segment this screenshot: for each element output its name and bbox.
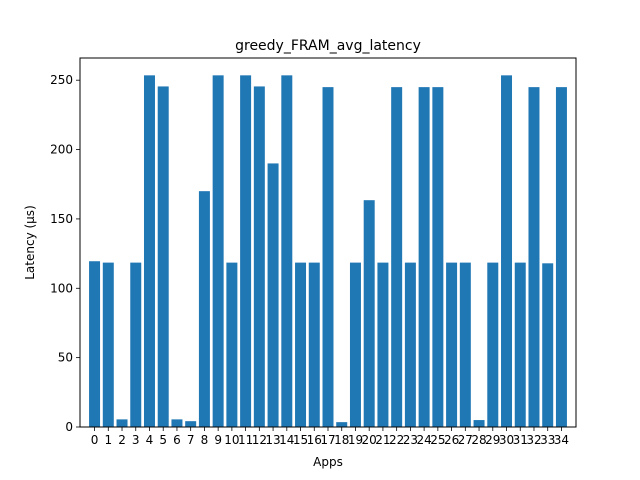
bar-app-22	[391, 87, 403, 427]
x-tick-label: 2	[118, 433, 126, 447]
x-tick-label: 6	[173, 433, 181, 447]
bar-app-3	[130, 262, 142, 427]
y-tick-label: 0	[65, 420, 73, 434]
bar-app-34	[555, 87, 567, 427]
x-tick-label: 12	[252, 433, 267, 447]
bar-app-13	[267, 163, 279, 427]
bar-app-31	[514, 262, 526, 427]
bar-app-18	[336, 422, 348, 427]
y-tick-label: 100	[50, 281, 73, 295]
x-tick-label: 31	[513, 433, 528, 447]
x-tick-label: 19	[348, 433, 363, 447]
x-axis-label: Apps	[313, 455, 343, 469]
bar-app-30	[501, 75, 513, 428]
x-tick-label: 29	[485, 433, 500, 447]
bar-app-21	[377, 262, 389, 427]
bars-group	[89, 75, 567, 428]
bar-app-1	[102, 262, 114, 427]
x-tick-label: 18	[334, 433, 349, 447]
x-tick-label: 3	[132, 433, 140, 447]
bar-app-4	[143, 75, 155, 428]
x-tick-label: 8	[201, 433, 209, 447]
x-tick-label: 10	[224, 433, 239, 447]
bar-app-15	[295, 262, 307, 427]
y-tick-label: 150	[50, 212, 73, 226]
bar-app-12	[253, 86, 265, 427]
bar-app-19	[349, 262, 361, 427]
x-tick-label: 14	[279, 433, 294, 447]
bar-app-9	[212, 75, 224, 428]
bar-app-20	[363, 200, 375, 427]
bar-app-26	[446, 262, 458, 427]
x-tick-label: 33	[540, 433, 555, 447]
bar-app-29	[487, 262, 499, 427]
x-tick-label: 4	[146, 433, 154, 447]
x-tick-label: 1	[104, 433, 112, 447]
y-axis-label: Latency (µs)	[23, 205, 37, 280]
x-tick-label: 0	[91, 433, 99, 447]
x-tick-label: 27	[458, 433, 473, 447]
y-tick-label: 250	[50, 73, 73, 87]
x-tick-label: 23	[403, 433, 418, 447]
x-axis-ticks: 0 1 2 3 4 5 6 7 8 9 101112131415161718192021222324…	[91, 427, 569, 447]
x-tick-label: 25	[430, 433, 445, 447]
bar-app-25	[432, 87, 444, 427]
x-tick-label: 16	[307, 433, 322, 447]
bar-app-11	[240, 75, 252, 428]
bar-app-5	[157, 86, 169, 427]
x-tick-label: 22	[389, 433, 404, 447]
bar-app-8	[198, 191, 210, 427]
bar-app-28	[473, 420, 485, 427]
bar-app-32	[528, 87, 540, 427]
x-tick-label: 21	[375, 433, 390, 447]
x-tick-label: 11	[238, 433, 253, 447]
x-tick-label: 28	[471, 433, 486, 447]
bar-app-14	[281, 75, 293, 428]
x-tick-label: 13	[265, 433, 280, 447]
bar-app-23	[404, 262, 416, 427]
bar-app-16	[308, 262, 320, 427]
x-tick-label: 32	[526, 433, 541, 447]
x-tick-label: 26	[444, 433, 459, 447]
bar-app-7	[185, 421, 197, 427]
bar-app-6	[171, 419, 183, 427]
bar-app-33	[542, 263, 554, 427]
y-tick-label: 200	[50, 143, 73, 157]
x-tick-label: 9	[214, 433, 222, 447]
chart-title: greedy_FRAM_avg_latency	[235, 38, 421, 54]
x-tick-label: 34	[554, 433, 569, 447]
x-tick-label: 30	[499, 433, 514, 447]
plot-frame	[79, 57, 577, 428]
y-axis-ticks: 0 50 100 150 200 250	[50, 73, 80, 434]
x-tick-label: 20	[362, 433, 377, 447]
bar-app-10	[226, 262, 238, 427]
x-tick-label: 24	[416, 433, 431, 447]
x-tick-label: 5	[159, 433, 167, 447]
x-tick-label: 17	[320, 433, 335, 447]
bar-app-17	[322, 87, 334, 427]
bar-app-24	[418, 87, 430, 427]
x-tick-label: 7	[187, 433, 195, 447]
y-tick-label: 50	[58, 351, 73, 365]
bar-app-27	[459, 262, 471, 427]
x-tick-label: 15	[293, 433, 308, 447]
bar-app-2	[116, 419, 128, 427]
bar-app-0	[89, 261, 101, 427]
